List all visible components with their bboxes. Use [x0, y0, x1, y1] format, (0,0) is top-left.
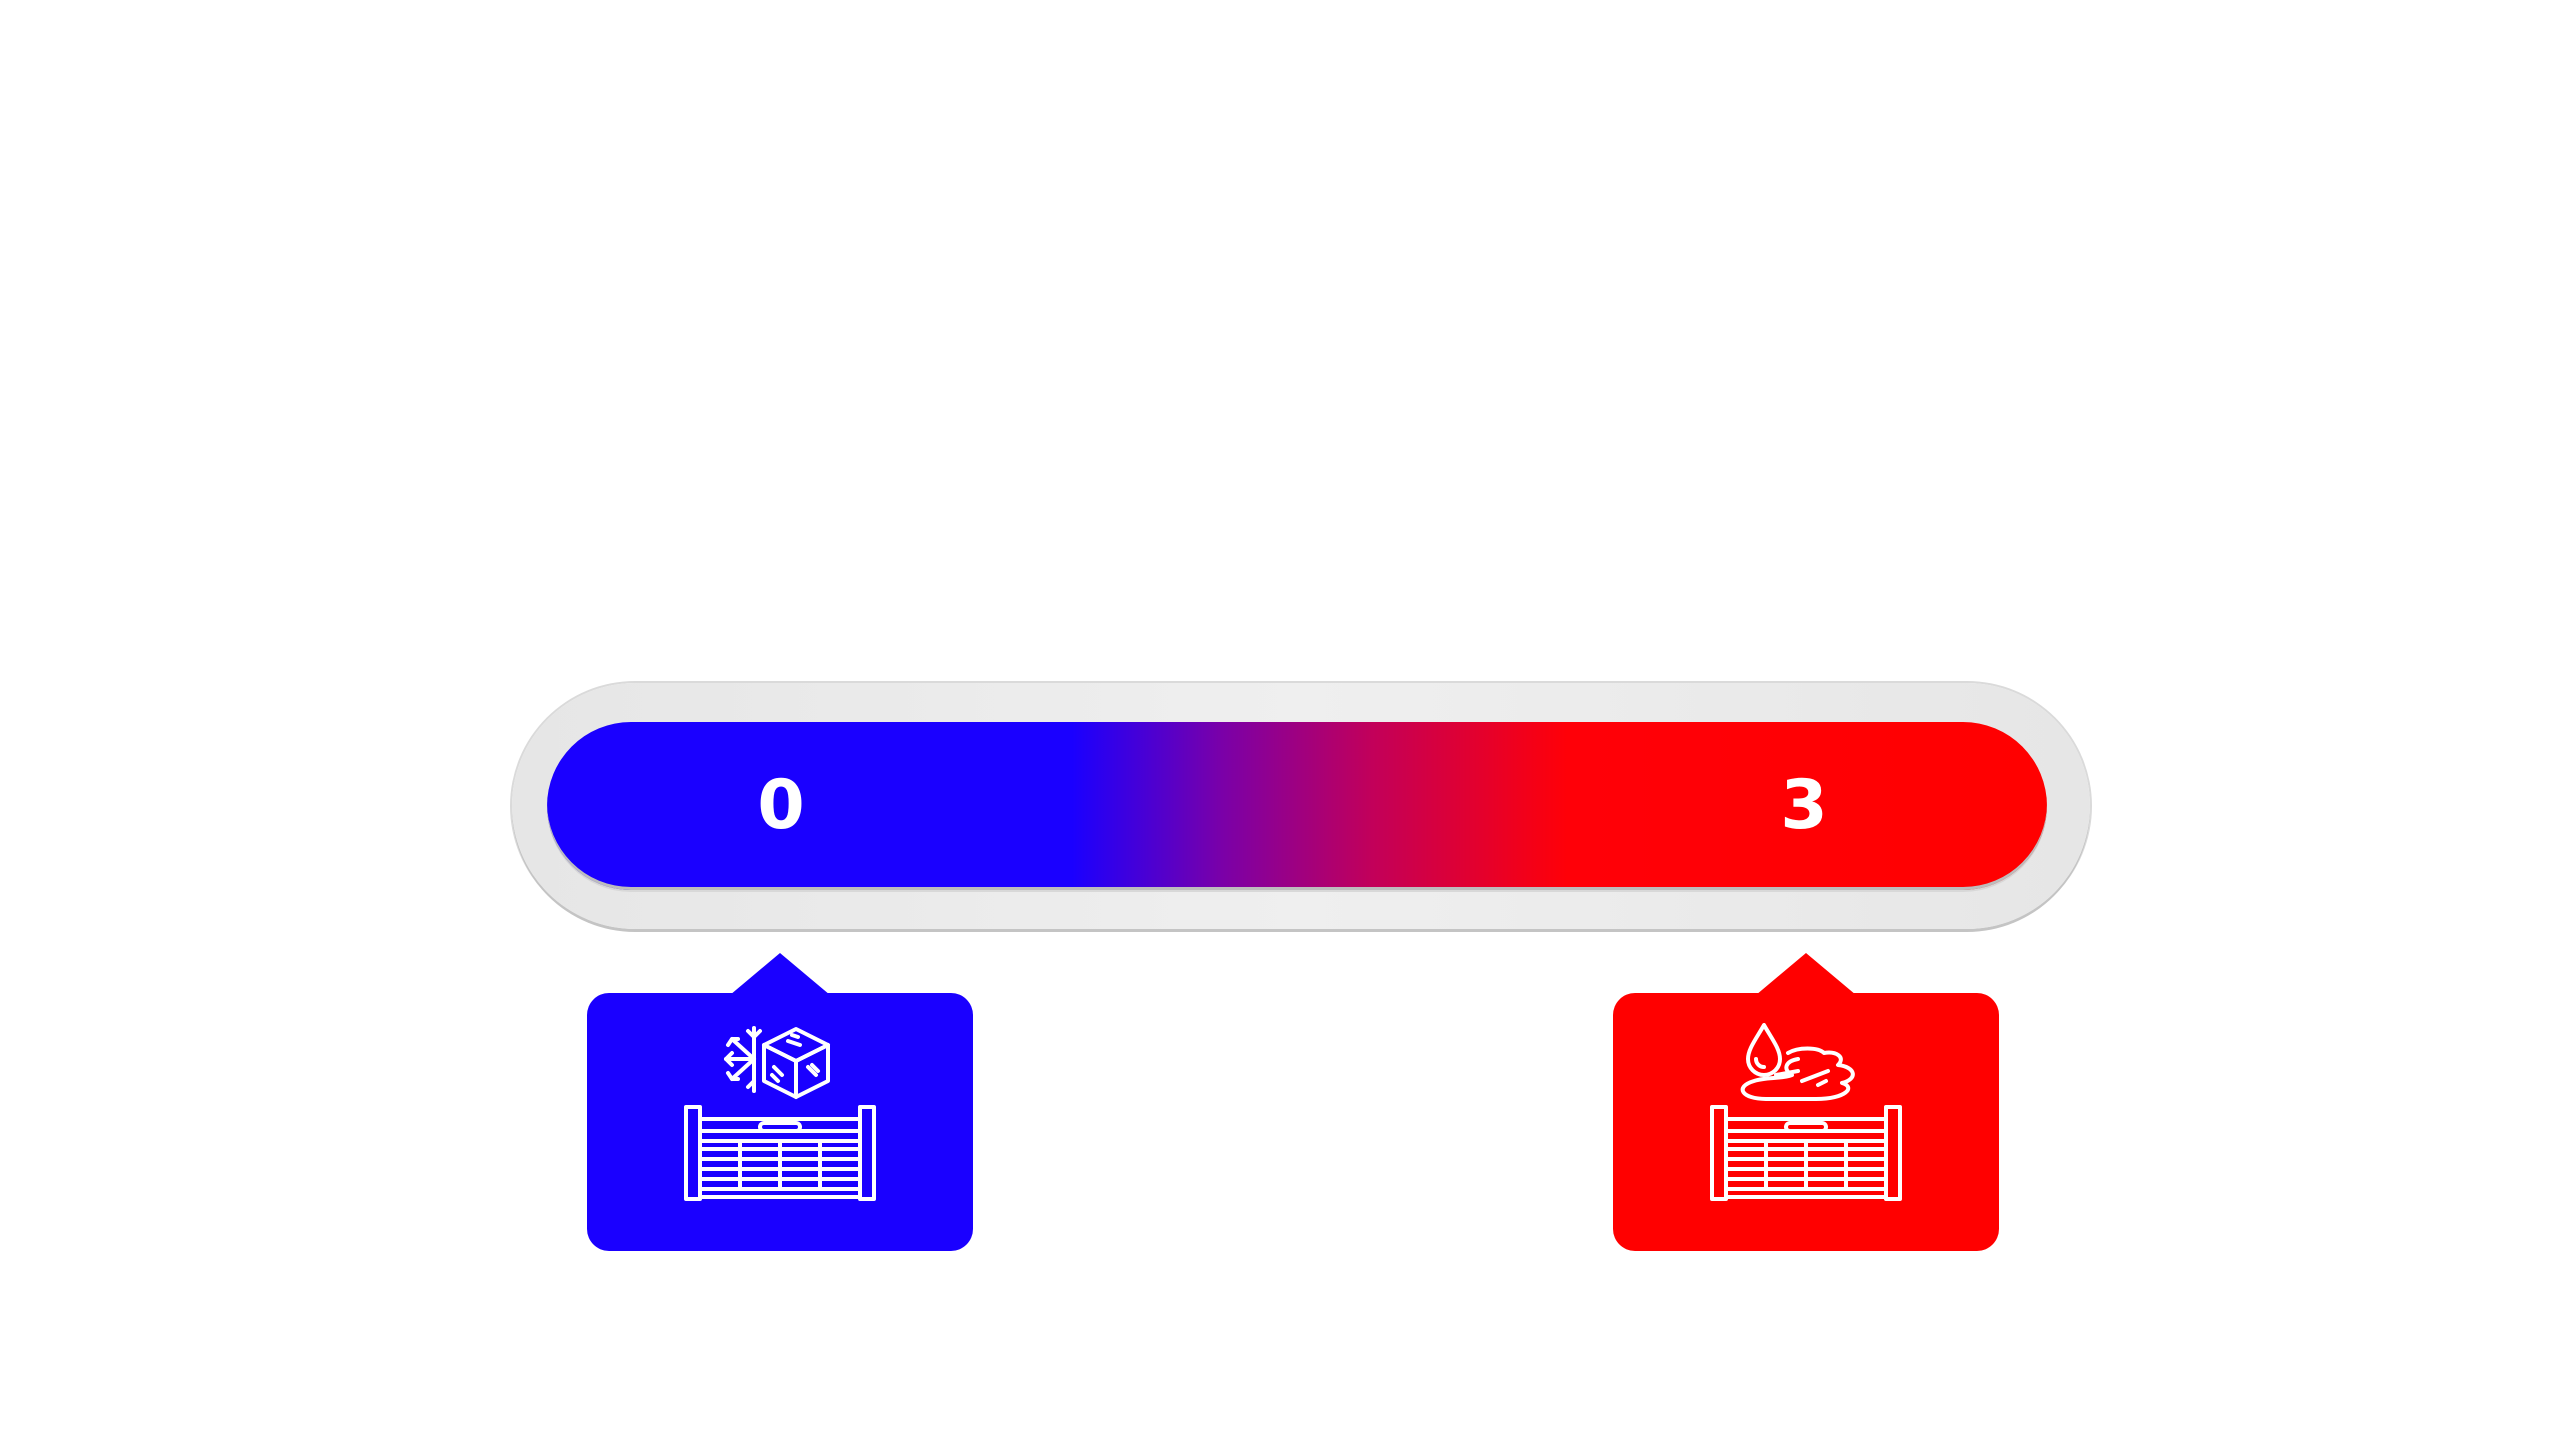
heater-unit-icon: [1710, 1105, 1902, 1201]
callout-pointer: [1756, 953, 1856, 995]
snowflake-icon: [724, 1026, 762, 1093]
frozen-heater-icon: [684, 1026, 876, 1201]
gradient-scale-bar: 0 3: [547, 722, 2047, 890]
scale-max-value: 3: [1780, 766, 1828, 845]
melting-heater-icon: [1710, 1023, 1902, 1201]
ice-cube-icon: [762, 1027, 830, 1099]
cold-callout-card: [587, 953, 973, 1251]
heater-unit-icon: [684, 1105, 876, 1201]
scale-min-value: 0: [757, 766, 805, 845]
hot-callout-card: [1613, 953, 1999, 1251]
puddle-icon: [1740, 1046, 1855, 1101]
callout-pointer: [730, 953, 830, 995]
water-drop-icon: [1746, 1023, 1782, 1077]
